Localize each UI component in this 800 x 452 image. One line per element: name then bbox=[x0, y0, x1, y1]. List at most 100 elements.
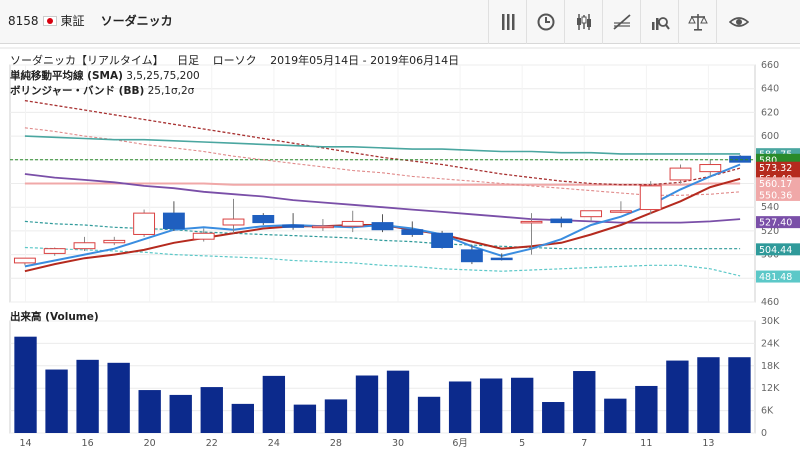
bb-params: 25,1σ,2σ bbox=[147, 85, 195, 97]
date-tick-label: 22 bbox=[206, 438, 218, 449]
candle-body bbox=[639, 185, 662, 211]
date-tick-label: 11 bbox=[640, 438, 652, 449]
trendline-icon bbox=[612, 14, 631, 30]
sma-legend: 単純移動平均線 (SMA) 3,5,25,75,200 bbox=[10, 68, 200, 83]
price-tag-label: 527.40 bbox=[759, 218, 792, 229]
bb-lower2-line bbox=[24, 246, 741, 277]
date-tick-label: 5 bbox=[519, 438, 525, 449]
sma-params: 3,5,25,75,200 bbox=[126, 70, 200, 82]
bb-label: ボリンジャー・バンド (BB) bbox=[10, 85, 145, 97]
date-tick-label: 6月 bbox=[452, 438, 468, 449]
candle-body bbox=[222, 218, 245, 226]
date-tick-label: 24 bbox=[268, 438, 280, 449]
price-tick-label: 600 bbox=[761, 131, 779, 142]
price-tag-label: 504.44 bbox=[759, 245, 792, 256]
volume-bar bbox=[604, 398, 627, 433]
candle-body bbox=[699, 164, 722, 173]
price-tag-label: 573.32 bbox=[759, 163, 792, 174]
price-tags: 584.75580573.32564.40560.17550.36527.405… bbox=[756, 148, 800, 283]
volume-bar bbox=[231, 403, 254, 433]
compare-button[interactable] bbox=[678, 0, 716, 44]
date-tick-label: 30 bbox=[392, 438, 404, 449]
date-tick-label: 28 bbox=[330, 438, 342, 449]
zoom-chart-icon bbox=[651, 17, 670, 30]
candle-body bbox=[103, 239, 126, 244]
toolbar: 8158 東証 ソーダニッカ bbox=[0, 0, 800, 44]
price-tag-box bbox=[756, 216, 800, 229]
price-tag-box bbox=[756, 270, 800, 283]
volume-bar bbox=[417, 396, 441, 433]
chart-type-button[interactable] bbox=[564, 0, 602, 44]
volume-tick-label: 18K bbox=[761, 361, 780, 372]
candle-body bbox=[490, 257, 513, 261]
candle-body bbox=[133, 212, 156, 235]
volume-bar bbox=[138, 390, 161, 433]
volume-bar bbox=[542, 402, 565, 433]
candle-body bbox=[460, 249, 483, 263]
date-tick-label: 13 bbox=[702, 438, 714, 449]
volume-bar bbox=[386, 370, 410, 433]
candle-body bbox=[580, 210, 603, 218]
balance-icon bbox=[687, 14, 708, 31]
candle-body bbox=[192, 232, 215, 240]
price-tag-label: 560.17 bbox=[759, 179, 792, 190]
candle-body bbox=[43, 248, 66, 254]
stock-name: ソーダニッカ bbox=[100, 14, 173, 28]
date-tick-label: 16 bbox=[82, 438, 94, 449]
volume-bar bbox=[76, 359, 99, 433]
ticker-info: 8158 東証 ソーダニッカ bbox=[8, 12, 173, 29]
japan-flag-icon bbox=[42, 15, 57, 26]
volume-bar bbox=[697, 357, 720, 433]
sma75-line bbox=[24, 135, 741, 155]
title-range: 2019年05月14日 - 2019年06月14日 bbox=[270, 54, 460, 67]
bb-upper2-line bbox=[24, 99, 741, 186]
volume-bar bbox=[45, 369, 68, 433]
candlestick-series bbox=[13, 155, 752, 266]
volume-series bbox=[14, 336, 751, 433]
price-tag-box bbox=[756, 188, 800, 201]
volume-bar bbox=[635, 385, 658, 433]
bars-button[interactable] bbox=[488, 0, 526, 44]
price-tick-label: 640 bbox=[761, 84, 779, 95]
candle-body bbox=[431, 232, 454, 248]
indicator-lines bbox=[24, 99, 741, 277]
eye-icon bbox=[728, 17, 749, 27]
market-label: 東証 bbox=[60, 14, 85, 28]
volume-bar bbox=[200, 387, 223, 433]
sma25-line bbox=[24, 173, 741, 224]
volume-tick-label: 6K bbox=[761, 406, 774, 417]
trendline-button[interactable] bbox=[602, 0, 640, 44]
candle-body bbox=[371, 222, 394, 231]
chart-title: ソーダニッカ【リアルタイム】 日足 ローソク 2019年05月14日 - 201… bbox=[10, 52, 469, 68]
period-button[interactable] bbox=[526, 0, 564, 44]
volume-tick-label: 12K bbox=[761, 383, 780, 394]
price-tick-label: 460 bbox=[761, 297, 779, 308]
bb-lower1-line bbox=[24, 220, 741, 250]
candle-body bbox=[550, 218, 573, 224]
candle-body bbox=[729, 155, 752, 163]
price-tag-box bbox=[756, 243, 800, 256]
volume-tick-label: 0 bbox=[761, 428, 767, 439]
clock-icon bbox=[537, 13, 554, 31]
title-name: ソーダニッカ【リアルタイム】 bbox=[10, 54, 164, 67]
volume-tick-label: 24K bbox=[761, 338, 780, 349]
price-tag-label: 580 bbox=[759, 155, 777, 166]
candle-body bbox=[609, 210, 632, 213]
volume-bar bbox=[355, 375, 379, 433]
zoom-chart-button[interactable] bbox=[640, 0, 678, 44]
volume-bar bbox=[262, 375, 286, 433]
title-period: 日足 bbox=[177, 54, 200, 67]
bars-icon bbox=[501, 14, 514, 30]
volume-bar bbox=[448, 381, 472, 433]
candle-body bbox=[669, 167, 692, 181]
candle-body bbox=[311, 225, 334, 229]
view-button[interactable] bbox=[716, 0, 760, 44]
volume-bar bbox=[728, 357, 751, 433]
volume-tick-label: 30K bbox=[761, 316, 780, 327]
volume-bar bbox=[293, 404, 317, 433]
price-tag-box bbox=[756, 161, 800, 174]
date-tick-label: 20 bbox=[144, 438, 156, 449]
candlestick-icon bbox=[576, 14, 591, 30]
candle-body bbox=[252, 214, 275, 224]
